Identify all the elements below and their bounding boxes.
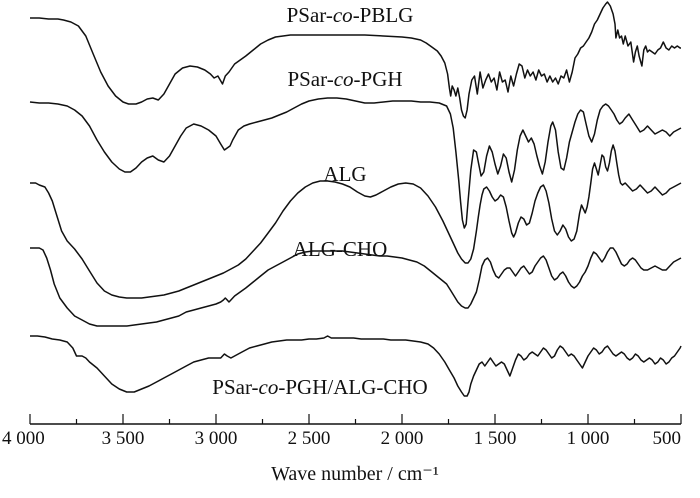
x-tick-label: 1 000 [567, 428, 610, 449]
x-axis-ticks: 4 000 3 500 3 000 2 500 2 000 1 500 1 000 500 [2, 414, 682, 449]
x-tick-label: 2 000 [381, 428, 424, 449]
x-axis: 4 000 3 500 3 000 2 500 2 000 1 500 1 000 500 W… [2, 414, 682, 485]
x-tick-label: 500 [653, 428, 682, 449]
series-label-psar-co-pblg: PSar-co-PBLG [287, 3, 414, 27]
series-labels: PSar-co-PBLG PSar-co-PGH ALG ALG-CHO PSar-co… [212, 3, 427, 399]
x-axis-label: Wave number / cm⁻¹ [271, 463, 439, 485]
x-tick-label: 3 000 [195, 428, 238, 449]
series-label-psar-co-pgh-alg-cho: PSar-co-PGH/ALG-CHO [212, 375, 427, 399]
x-tick-label: 1 500 [474, 428, 517, 449]
trace-psar-co-pblg [30, 1, 681, 119]
x-tick-label: 2 500 [288, 428, 331, 449]
series-label-psar-co-pgh: PSar-co-PGH [287, 67, 402, 91]
series-label-alg: ALG [323, 162, 366, 186]
spectra-traces [29, 1, 682, 397]
series-label-alg-cho: ALG-CHO [293, 237, 388, 261]
trace-psar-co-pgh-alg-cho [30, 335, 682, 397]
trace-alg-cho [30, 247, 682, 327]
x-tick-label: 4 000 [2, 428, 45, 449]
trace-alg [30, 144, 682, 299]
x-tick-label: 3 500 [102, 428, 145, 449]
trace-psar-co-pgh [29, 97, 682, 229]
